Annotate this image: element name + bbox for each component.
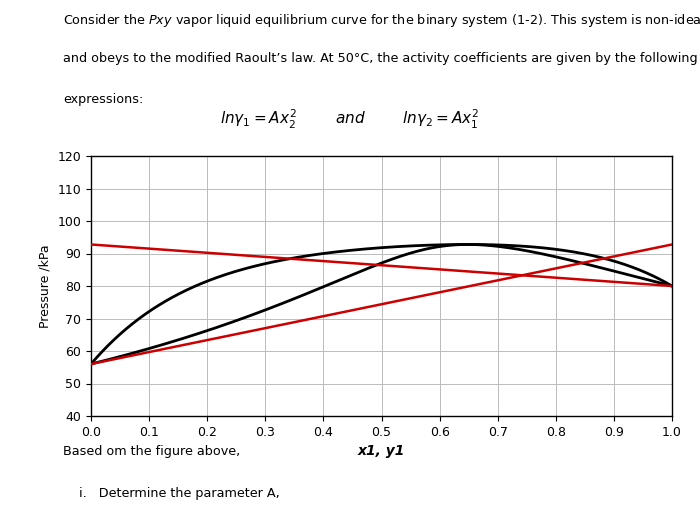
Y-axis label: Pressure /kPa: Pressure /kPa xyxy=(38,244,52,328)
Text: Based om the figure above,: Based om the figure above, xyxy=(63,445,240,458)
Text: i.   Determine the parameter A,: i. Determine the parameter A, xyxy=(63,487,280,500)
Text: and obeys to the modified Raoult’s law. At 50°C, the activity coefficients are g: and obeys to the modified Raoult’s law. … xyxy=(63,53,698,66)
Text: expressions:: expressions: xyxy=(63,93,144,106)
Text: Consider the $Pxy$ vapor liquid equilibrium curve for the binary system (1-2). T: Consider the $Pxy$ vapor liquid equilibr… xyxy=(63,11,700,29)
Text: $ln\gamma_1 = Ax_2^2$        and        $ln\gamma_2 = Ax_1^2$: $ln\gamma_1 = Ax_2^2$ and $ln\gamma_2 = … xyxy=(220,108,480,131)
X-axis label: x1, y1: x1, y1 xyxy=(358,444,405,458)
